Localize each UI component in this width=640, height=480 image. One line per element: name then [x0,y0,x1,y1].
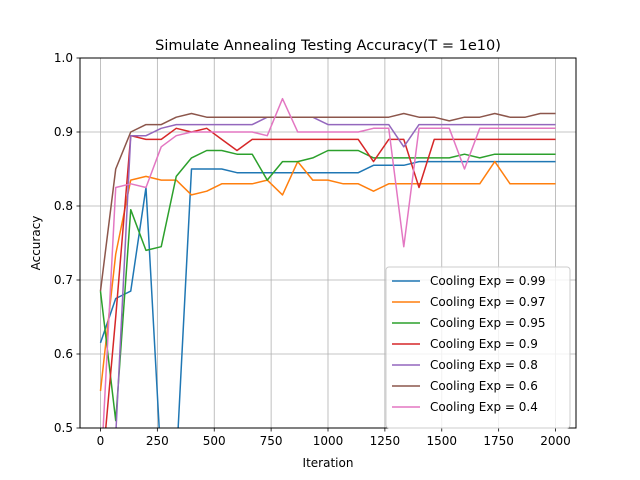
x-tick-label: 500 [203,434,226,448]
x-axis-label: Iteration [303,456,354,470]
x-tick-label: 0 [97,434,105,448]
x-tick-label: 750 [260,434,283,448]
y-tick-label: 0.9 [54,125,73,139]
y-tick-label: 0.8 [54,199,73,213]
legend-entry-label: Cooling Exp = 0.9 [430,337,538,351]
x-tick-label: 1500 [426,434,457,448]
y-tick-label: 0.7 [54,273,73,287]
legend-entry-label: Cooling Exp = 0.4 [430,400,538,414]
legend-entry-label: Cooling Exp = 0.6 [430,379,538,393]
series-line-5 [99,112,556,292]
legend-entry-label: Cooling Exp = 0.95 [430,316,545,330]
series-line-1 [99,160,556,392]
chart-title: Simulate Annealing Testing Accuracy(T = … [155,38,501,54]
series-line-4 [115,116,556,428]
legend-entry-label: Cooling Exp = 0.97 [430,295,545,309]
y-tick-label: 1.0 [54,51,73,65]
x-tick-label: 2000 [540,434,571,448]
y-tick-label: 0.5 [54,421,73,435]
x-tick-label: 1750 [483,434,514,448]
x-tick-label: 1250 [370,434,401,448]
legend-box [385,266,571,429]
series-line-0 [99,160,556,428]
legend: Cooling Exp = 0.99 Cooling Exp = 0.97 Cool… [385,266,571,429]
x-tick-label: 1000 [313,434,344,448]
series-line-6 [102,97,556,428]
y-axis-label: Accuracy [29,216,43,271]
legend-entry-label: Cooling Exp = 0.99 [430,274,545,288]
series-line-3 [105,127,556,428]
legend-entry-label: Cooling Exp = 0.8 [430,358,538,372]
series-lines [99,97,556,428]
series-line-2 [99,149,556,422]
y-tick-label: 0.6 [54,347,73,361]
axis-ticks: 0 250 500 750 1000 1250 1500 1750 2000 0.5 0.6 0.7 0… [54,51,571,448]
x-tick-label: 250 [146,434,169,448]
